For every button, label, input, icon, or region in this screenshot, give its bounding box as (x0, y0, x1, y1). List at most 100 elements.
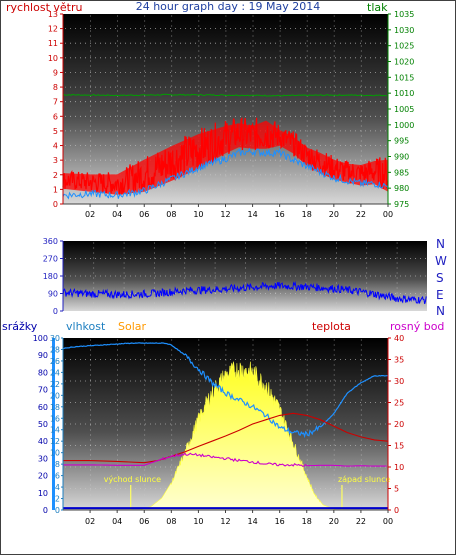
rain-tick-label: 20 (38, 472, 48, 481)
hour-tick-label: 18 (302, 210, 312, 219)
wind-tick-label: 7 (53, 98, 58, 107)
temperature-tick-label: 40 (394, 334, 404, 343)
pressure-axis-label: tlak (367, 1, 388, 14)
hour-tick-label: 22 (356, 517, 366, 526)
wind-tick-label: 8 (53, 83, 58, 92)
solar-axis-label: Solar (118, 320, 147, 333)
temperature-tick-label: 35 (394, 356, 404, 365)
hour-tick-label: 10 (193, 210, 203, 219)
temperature-tick-label: 15 (394, 442, 404, 451)
direction-tick-label: 90 (48, 290, 58, 299)
temperature-line (63, 412, 389, 464)
humidity-line (62, 342, 388, 439)
wind-axis-label: rychlost větru (6, 1, 82, 14)
hour-tick-label: 04 (112, 517, 122, 526)
humidity-tick-label: 24 (50, 368, 60, 377)
hour-tick-label: 14 (247, 210, 257, 219)
hour-tick-label: 12 (220, 210, 230, 219)
humidity-tick-label: 20 (50, 391, 60, 400)
wind-direction-line (62, 280, 427, 305)
wind-tick-label: 13 (48, 10, 58, 19)
temperature-tick-label: 20 (394, 420, 404, 429)
wind-tick-label: 2 (53, 171, 58, 180)
wind-speed-line (62, 147, 389, 200)
rain-tick-label: 80 (38, 368, 48, 377)
solar-area (138, 360, 337, 511)
humidity-tick-label: 28 (50, 345, 60, 354)
pressure-tick-label: 975 (394, 200, 409, 209)
wind-tick-label: 9 (53, 68, 58, 77)
compass-label-n-bottom: N (436, 304, 445, 318)
wind-grid-lines (65, 15, 386, 202)
wind-gust-band (63, 120, 388, 195)
direction-tick-label: 270 (43, 255, 58, 264)
pressure-tick-label: 1015 (394, 73, 414, 82)
sunrise-label: východ slunce (104, 475, 161, 484)
wind-tick-label: 6 (53, 112, 58, 121)
wind-tick-label: 5 (53, 127, 58, 136)
hour-tick-label: 06 (139, 210, 149, 219)
wind-tick-label: 10 (48, 54, 58, 63)
humidity-tick-label: 16 (50, 414, 60, 423)
hour-tick-label: 02 (85, 517, 95, 526)
hour-tick-label: 08 (166, 517, 176, 526)
pressure-tick-label: 985 (394, 168, 409, 177)
humidity-tick-label: 6 (55, 472, 60, 481)
compass-label-s: S (436, 271, 444, 285)
humidity-tick-label: 26 (50, 357, 60, 366)
rain-tick-label: 70 (38, 386, 48, 395)
rain-tick-label: 40 (38, 437, 48, 446)
direction-grid-lines (65, 242, 426, 309)
pressure-tick-label: 1010 (394, 89, 414, 98)
pressure-tick-label: 1030 (394, 26, 414, 35)
hour-tick-label: 20 (329, 517, 339, 526)
pressure-tick-label: 980 (394, 184, 409, 193)
hour-tick-label: 02 (85, 210, 95, 219)
temperature-tick-label: 25 (394, 399, 404, 408)
hour-tick-label: 12 (220, 517, 230, 526)
pressure-tick-label: 1025 (394, 42, 414, 51)
humidity-tick-label: 8 (55, 460, 60, 469)
compass-label-n-top: N (436, 237, 445, 251)
compass-label-e: E (436, 288, 444, 302)
hour-tick-label: 08 (166, 210, 176, 219)
humidity-tick-label: 12 (50, 437, 60, 446)
pressure-tick-label: 1005 (394, 105, 414, 114)
direction-tick-label: 0 (53, 307, 58, 316)
humidity-tick-label: 4 (55, 483, 60, 492)
hour-tick-label: 04 (112, 210, 122, 219)
wind-tick-label: 0 (53, 200, 58, 209)
wind-tick-label: 12 (48, 25, 58, 34)
sunset-label: západ slunce (338, 475, 391, 484)
hour-tick-label: 10 (193, 517, 203, 526)
wind-tick-label: 3 (53, 156, 58, 165)
pressure-tick-label: 995 (394, 137, 409, 146)
temperature-axis-label: teplota (312, 320, 351, 333)
chart-title: 24 hour graph day : 19 May 2014 (136, 0, 321, 13)
humidity-tick-label: 2 (55, 495, 60, 504)
panel-rain-humidity-temperature: východ slunce západ slunce010203040506070… (33, 334, 404, 526)
temperature-tick-label: 0 (394, 506, 399, 515)
wind-tick-label: 4 (53, 142, 58, 151)
rain-tick-label: 0 (43, 506, 48, 515)
hour-tick-label: 00 (383, 517, 393, 526)
rain-tick-label: 100 (33, 334, 48, 343)
temperature-tick-label: 10 (394, 463, 404, 472)
hour-tick-label: 16 (275, 210, 285, 219)
humidity-tick-label: 10 (50, 449, 60, 458)
hour-tick-label: 18 (302, 517, 312, 526)
dewpoint-axis-label: rosný bod (390, 320, 444, 333)
rain-axis-bar (52, 338, 55, 510)
temperature-tick-label: 5 (394, 485, 399, 494)
hour-tick-label: 06 (139, 517, 149, 526)
pressure-tick-label: 1000 (394, 121, 414, 130)
humidity-tick-label: 30 (50, 334, 60, 343)
pressure-tick-label: 990 (394, 153, 409, 162)
wind-tick-label: 1 (53, 185, 58, 194)
direction-tick-label: 180 (43, 272, 58, 281)
humidity-tick-label: 14 (50, 426, 60, 435)
hour-tick-label: 22 (356, 210, 366, 219)
humidity-tick-label: 18 (50, 403, 60, 412)
rain-tick-label: 50 (38, 420, 48, 429)
